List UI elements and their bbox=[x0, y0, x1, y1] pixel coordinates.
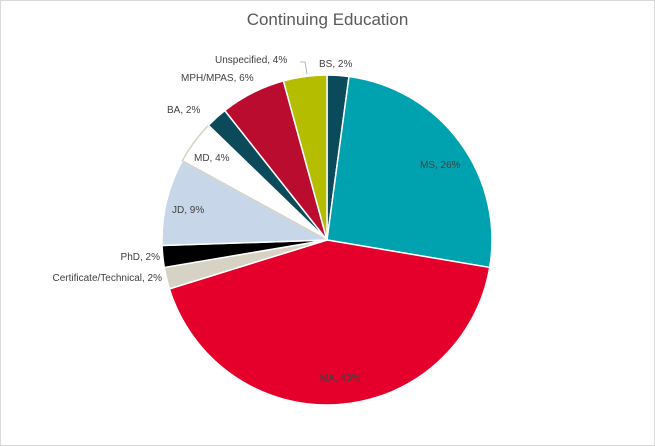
data-label-unspecified: Unspecified, 4% bbox=[215, 55, 287, 66]
data-label-ba: BA, 2% bbox=[167, 105, 200, 116]
data-label-bs: BS, 2% bbox=[319, 59, 352, 70]
data-label-md: MD, 4% bbox=[194, 153, 230, 164]
slice-jd bbox=[161, 159, 330, 247]
data-label-certificate-technical: Certificate/Technical, 2% bbox=[53, 273, 163, 284]
leader-line-unspecified bbox=[300, 61, 308, 75]
leader-lines bbox=[300, 61, 308, 75]
data-label-ma: MA, 43% bbox=[320, 373, 361, 384]
slice-ma bbox=[168, 239, 491, 406]
data-label-phd: PhD, 2% bbox=[121, 252, 161, 263]
data-label-jd: JD, 9% bbox=[172, 205, 204, 216]
slice-ms bbox=[326, 75, 493, 269]
data-label-mph-mpas: MPH/MPAS, 6% bbox=[181, 73, 254, 84]
data-label-ms: MS, 26% bbox=[420, 160, 461, 171]
pie-slices bbox=[161, 74, 493, 406]
data-labels: BS, 2% MS, 26% MA, 43% Certificate/Technica… bbox=[53, 55, 461, 384]
slice-unspecified bbox=[282, 74, 328, 241]
chart-title: Continuing Education bbox=[246, 10, 409, 29]
